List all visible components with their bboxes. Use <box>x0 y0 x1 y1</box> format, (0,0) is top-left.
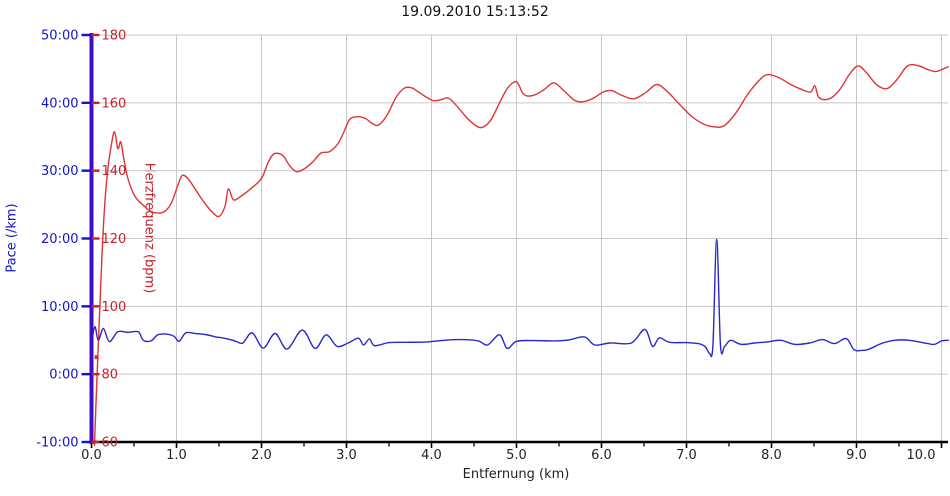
heart-rate-curve <box>93 63 949 447</box>
heart-rate-tick-label: 160 <box>102 96 127 111</box>
start-marker <box>94 355 99 360</box>
heart-rate-tick-label: 80 <box>102 368 119 383</box>
pace-tick-label: 40:00 <box>41 96 78 111</box>
heart-rate-tick-label: 140 <box>102 164 127 179</box>
pace-tick-label: 50:00 <box>41 29 78 44</box>
heart-rate-tick-label: 100 <box>102 300 127 315</box>
x-tick-label: 0.0 <box>81 448 102 463</box>
x-tick-label: 1.0 <box>166 448 187 463</box>
chart-title: 19.09.2010 15:13:52 <box>401 4 549 20</box>
x-tick-label: 9.0 <box>846 448 867 463</box>
x-tick-label: 7.0 <box>676 448 697 463</box>
x-tick-label: 10.0 <box>907 448 936 463</box>
pace-tick-label: -10:00 <box>36 436 78 451</box>
heart-rate-tick-label: 120 <box>102 232 127 247</box>
heart-rate-tick-label: 60 <box>102 436 119 451</box>
pace-curve <box>90 238 949 358</box>
x-tick-label: 3.0 <box>336 448 357 463</box>
x-tick-label: 6.0 <box>591 448 612 463</box>
x-axis-title: Entfernung (km) <box>462 467 570 482</box>
pace-tick-label: 0:00 <box>49 368 78 383</box>
x-tick-label: 4.0 <box>421 448 442 463</box>
pace-tick-label: 30:00 <box>41 164 78 179</box>
x-tick-label: 8.0 <box>761 448 782 463</box>
x-tick-label: 2.0 <box>251 448 272 463</box>
pace-tick-label: 20:00 <box>41 232 78 247</box>
x-tick-label: 5.0 <box>506 448 527 463</box>
pace-tick-label: 10:00 <box>41 300 78 315</box>
heart-rate-tick-label: 180 <box>102 29 127 44</box>
